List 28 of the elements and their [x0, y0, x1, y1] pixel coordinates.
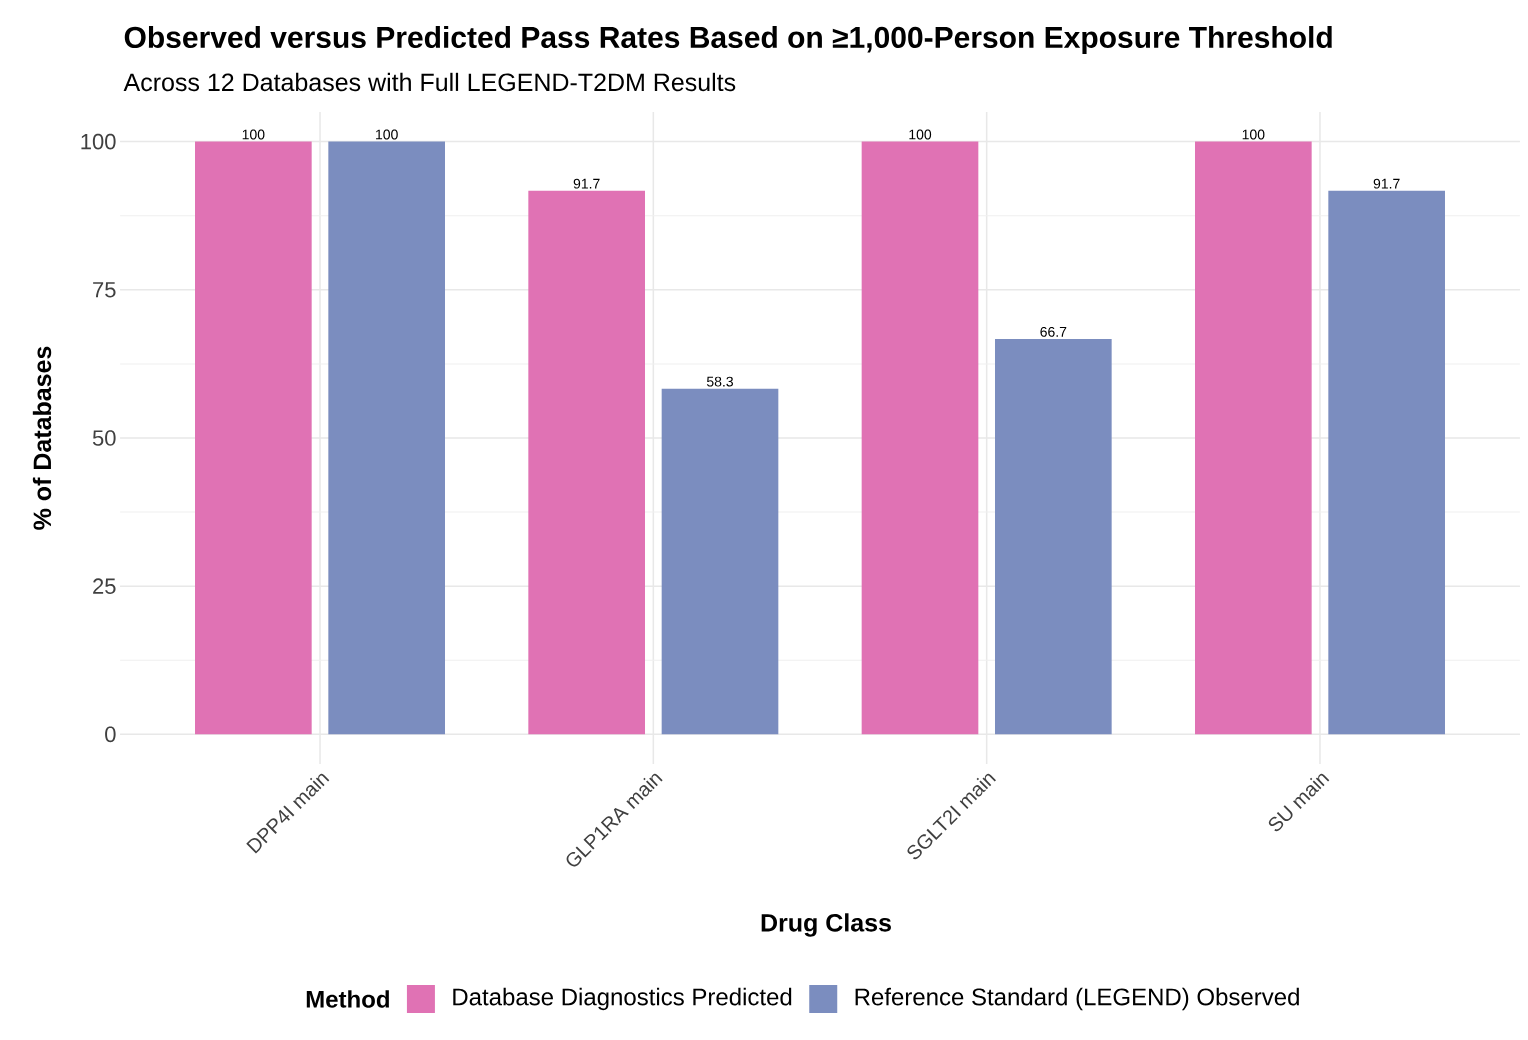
data-label: 100: [909, 129, 932, 140]
x-axis-title: Drug Class: [761, 913, 891, 937]
bar: [528, 190, 645, 735]
bar: [195, 141, 312, 735]
bar: [1328, 190, 1445, 735]
data-label: 100: [376, 129, 398, 140]
data-label: 66.7: [1040, 326, 1067, 337]
data-label: 58.3: [706, 376, 733, 387]
bar: [861, 141, 979, 735]
y-tick-label: 0: [105, 726, 116, 743]
y-tick-label: 50: [92, 430, 116, 446]
data-label: 91.7: [1373, 178, 1400, 189]
y-axis-title: % of Databases: [32, 346, 52, 530]
chart-subtitle: Across 12 Databases with Full LEGEND-T2DM Results: [123, 72, 736, 92]
legend-label: Database Diagnostics Predicted: [453, 987, 792, 1011]
data-label: 100: [242, 129, 265, 140]
y-tick-label: 25: [93, 578, 116, 594]
y-tick-label: 75: [93, 282, 116, 298]
bar: [328, 141, 445, 735]
bar: [995, 339, 1112, 735]
bar: [1195, 141, 1312, 735]
bar: [661, 388, 779, 735]
chart-title: Observed versus Predicted Pass Rates Based on ≥1,000-Person Exposure Threshold: [124, 26, 1332, 54]
legend-title: Method: [306, 990, 389, 1008]
data-label: 100: [1242, 129, 1265, 140]
y-tick-label: 100: [81, 133, 116, 150]
data-label: 91.7: [573, 178, 600, 189]
legend-label: Reference Standard (LEGEND) Observed: [855, 987, 1299, 1011]
